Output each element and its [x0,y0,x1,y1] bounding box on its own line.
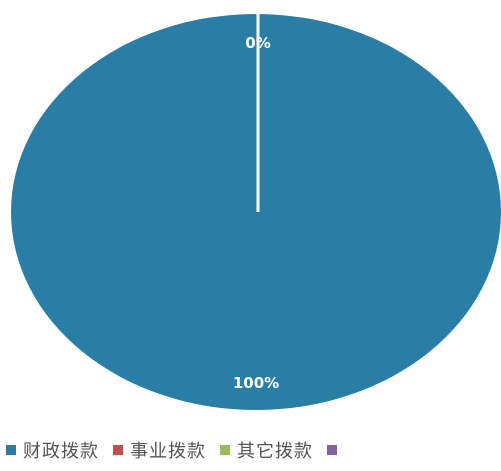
pie-slices [11,14,501,410]
legend: 财政拨款 事业拨款 其它拨款 [6,437,337,463]
legend-item-business[interactable]: 事业拨款 [113,437,206,463]
legend-swatch [220,445,230,455]
legend-label: 财政拨款 [23,441,99,462]
data-label-zero: 0% [245,34,270,52]
legend-item-other[interactable]: 其它拨款 [220,437,313,463]
legend-item-cut-off[interactable] [327,445,337,455]
legend-item-fiscal[interactable]: 财政拨款 [6,437,99,463]
legend-swatch [113,445,123,455]
legend-swatch [327,445,337,455]
legend-label: 事业拨款 [130,441,206,462]
data-label-full: 100% [233,374,279,392]
legend-label: 其它拨款 [237,441,313,462]
pie-slice-0[interactable] [11,14,501,410]
legend-swatch [6,445,16,455]
